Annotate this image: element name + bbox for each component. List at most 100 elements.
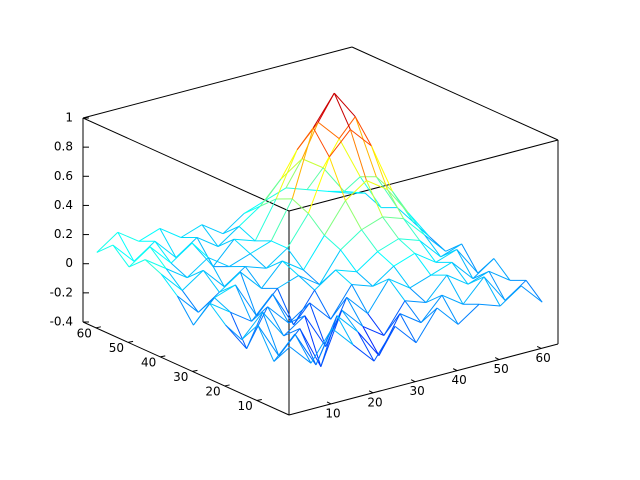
mesh-segment	[291, 198, 309, 214]
mesh-segment	[160, 273, 178, 297]
mesh-segment	[388, 278, 406, 302]
x-tick	[368, 390, 374, 394]
mesh-segment	[251, 293, 273, 322]
mesh-segment	[472, 258, 495, 279]
mesh-segment	[467, 276, 485, 285]
mesh-segment	[257, 324, 280, 357]
mesh-segment	[291, 127, 314, 200]
mesh-segment	[306, 167, 324, 190]
mesh-segment	[361, 216, 383, 231]
mesh-segment	[177, 295, 199, 313]
y-tick	[224, 384, 230, 387]
box-edge	[82, 46, 353, 119]
mesh-segment	[370, 145, 393, 192]
mesh-segment	[345, 200, 362, 230]
mesh-segment	[154, 240, 177, 258]
mesh-segment	[345, 180, 367, 201]
mesh-segment	[217, 238, 235, 247]
mesh-segment	[299, 328, 322, 367]
mesh-segment	[430, 261, 453, 276]
mesh-segment	[351, 284, 373, 287]
z-tick-label: 0.6	[54, 169, 73, 183]
mesh-segment	[254, 198, 277, 242]
y-tick	[192, 369, 198, 372]
mesh-segment	[249, 253, 267, 269]
mesh-segment	[144, 259, 162, 275]
mesh-segment	[309, 302, 331, 320]
mesh-segment	[366, 180, 384, 218]
mesh-segment	[322, 138, 340, 169]
mesh-segment	[340, 229, 362, 251]
mesh-segment	[366, 180, 388, 190]
mesh-segment	[304, 315, 322, 367]
mesh-segment	[336, 315, 354, 346]
mesh-segment	[191, 242, 214, 267]
mesh-segment	[149, 246, 172, 264]
mesh-segment	[424, 234, 446, 252]
x-tick	[494, 357, 500, 360]
mesh-segment	[403, 218, 421, 241]
mesh-segment	[303, 269, 320, 285]
mesh-segment	[238, 205, 261, 227]
x-tick	[326, 401, 332, 405]
mesh-segment	[249, 240, 272, 255]
mesh-segment	[228, 253, 251, 268]
mesh-segment	[209, 302, 227, 326]
mesh-segment	[225, 324, 243, 341]
mesh-segment	[375, 176, 393, 192]
mesh-segment	[96, 244, 114, 253]
mesh-segment	[225, 324, 247, 350]
mesh-segment	[219, 271, 241, 293]
mesh-segment	[96, 231, 119, 253]
mesh-segment	[424, 234, 442, 258]
mesh-segment	[451, 262, 469, 285]
mesh-segment	[382, 216, 400, 240]
mesh-segment	[170, 242, 193, 264]
mesh-segment	[408, 212, 425, 236]
mesh-segment	[181, 270, 204, 291]
mesh-segment	[354, 116, 372, 147]
mesh-segment	[335, 269, 353, 285]
mesh-segment	[350, 129, 372, 147]
x-tick-label: 40	[451, 373, 466, 387]
mesh-segment	[117, 232, 135, 262]
mesh-segment	[356, 251, 378, 273]
mesh-segment	[315, 328, 333, 366]
mesh-segment	[283, 315, 306, 337]
mesh-segment	[352, 344, 375, 362]
mesh-segment	[230, 311, 252, 322]
mesh-segment	[462, 276, 485, 305]
mesh-segment	[314, 289, 332, 320]
mesh-segment	[245, 266, 267, 269]
y-tick	[127, 340, 134, 343]
mesh-segment	[165, 268, 183, 291]
mesh-segment	[314, 269, 336, 291]
mesh-segment	[282, 260, 304, 271]
mesh-segment	[340, 249, 358, 273]
x-tick	[536, 345, 542, 349]
mesh-segment	[456, 249, 479, 274]
y-tick-label: 50	[109, 341, 124, 355]
mesh-segment	[201, 224, 219, 247]
mesh-segment	[362, 326, 380, 356]
mesh-segment	[222, 213, 245, 235]
y-tick	[160, 355, 166, 358]
mesh-segment	[301, 158, 324, 169]
mesh-segment	[377, 238, 399, 253]
mesh-segment	[294, 333, 312, 364]
mesh-segment	[280, 158, 303, 180]
mesh-segment	[312, 127, 330, 158]
mesh-segment	[333, 92, 351, 130]
mesh-segment	[320, 309, 343, 367]
box-edge	[288, 139, 559, 212]
mesh-segment	[388, 278, 411, 289]
mesh-segment	[266, 260, 283, 269]
mesh-segment	[346, 296, 369, 315]
mesh-segment	[396, 207, 414, 223]
mesh-segment	[138, 228, 161, 242]
mesh-segment	[341, 309, 364, 327]
mesh-segment	[307, 156, 330, 214]
mesh-segment	[289, 346, 312, 364]
mesh-segment	[257, 324, 275, 362]
y-tick-label: 30	[173, 370, 188, 384]
